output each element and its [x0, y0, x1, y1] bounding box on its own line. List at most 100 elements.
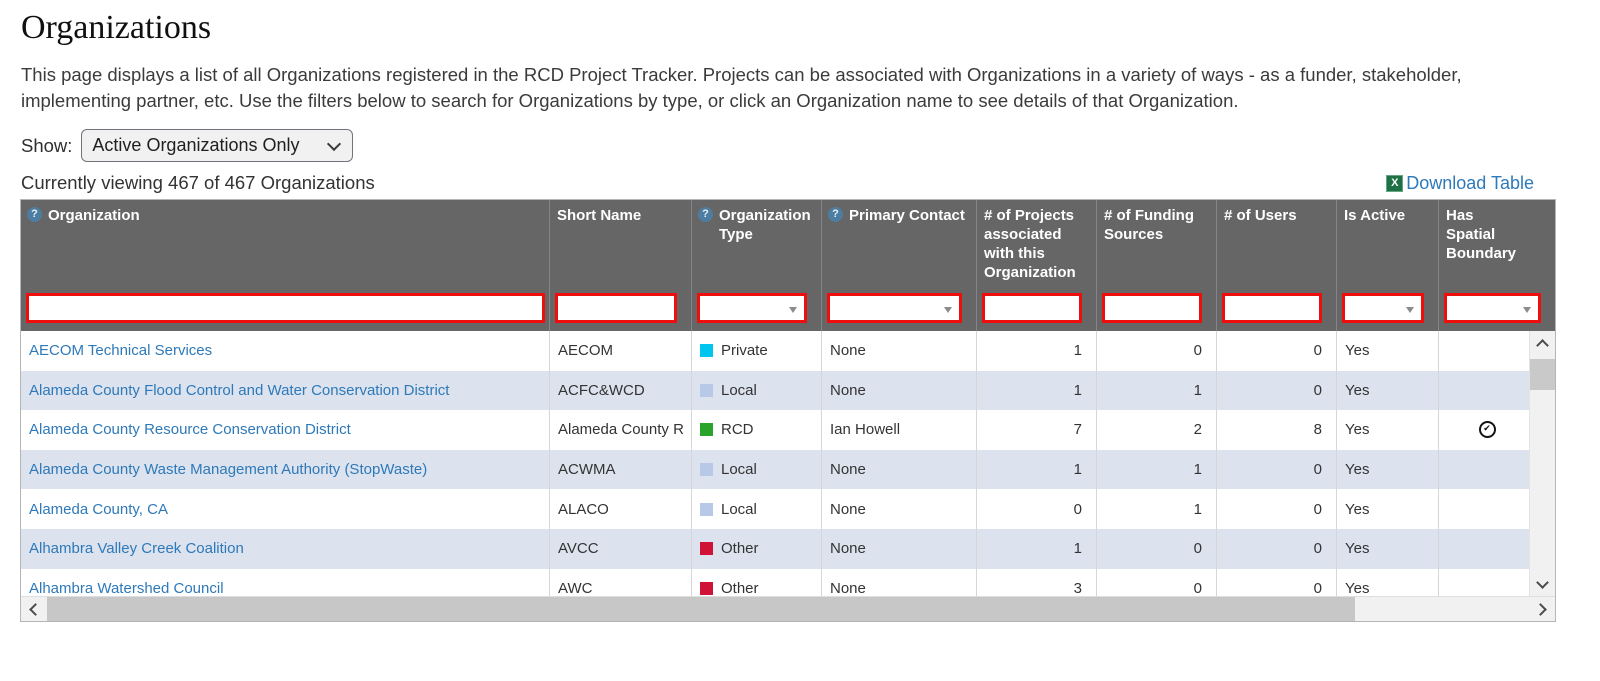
primary-contact-value: None: [830, 342, 866, 360]
organization-link[interactable]: Alhambra Valley Creek Coalition: [29, 540, 244, 558]
filter-input[interactable]: [1102, 293, 1202, 323]
show-filter-value: Active Organizations Only: [92, 135, 300, 155]
spatial-boundary-cell: [1438, 528, 1529, 569]
users-count-cell: 0: [1216, 489, 1336, 529]
organization-type-cell: Local: [691, 370, 821, 411]
column-header[interactable]: ? Primary Contact: [821, 200, 976, 285]
column-header[interactable]: Is Active: [1336, 200, 1438, 285]
show-filter-label: Show:: [21, 134, 73, 156]
is-active-cell: Yes: [1336, 489, 1438, 529]
vertical-scrollbar-thumb[interactable]: [1530, 359, 1555, 390]
scroll-left-button[interactable]: [21, 597, 47, 621]
primary-contact-value: Ian Howell: [830, 421, 901, 439]
organization-link[interactable]: Alhambra Watershed Council: [29, 579, 224, 596]
funding-sources-value: 1: [1193, 500, 1202, 518]
column-header[interactable]: ? Organization Type: [691, 200, 821, 285]
filter-input[interactable]: [1222, 293, 1322, 323]
is-active-value: Yes: [1345, 540, 1370, 558]
short-name-value: Alameda County R: [558, 421, 684, 439]
filter-select[interactable]: [827, 293, 962, 323]
organization-link[interactable]: AECOM Technical Services: [29, 342, 213, 360]
filter-input[interactable]: [555, 293, 677, 323]
primary-contact-cell: None: [821, 528, 976, 569]
status-text: Currently viewing 467 of 467 Organizatio…: [21, 172, 375, 193]
users-count-cell: 0: [1216, 528, 1336, 569]
short-name-cell: AVCC: [549, 528, 691, 569]
horizontal-scrollbar-thumb[interactable]: [47, 597, 1355, 621]
is-active-value: Yes: [1345, 461, 1370, 479]
filter-cell: [1336, 285, 1438, 331]
scroll-up-button[interactable]: [1530, 331, 1555, 355]
filter-select[interactable]: [1342, 293, 1424, 323]
scroll-down-button[interactable]: [1530, 572, 1555, 596]
funding-sources-value: 0: [1193, 342, 1202, 360]
short-name-cell: ACWMA: [549, 449, 691, 490]
short-name-cell: ACFC&WCD: [549, 370, 691, 411]
filter-select[interactable]: [697, 293, 807, 323]
short-name-value: AVCC: [558, 540, 599, 558]
users-count-value: 0: [1313, 579, 1322, 596]
type-color-square: [700, 344, 713, 358]
users-count-value: 0: [1313, 381, 1322, 399]
spatial-boundary-cell: [1438, 331, 1529, 371]
download-table-link[interactable]: X Download Table: [1386, 173, 1534, 194]
filter-input[interactable]: [982, 293, 1082, 323]
table-row: AECOM Technical Services AECOM Private N…: [21, 331, 1529, 371]
projects-count-cell: 1: [976, 528, 1096, 569]
help-icon[interactable]: ?: [27, 207, 42, 222]
spatial-boundary-cell: [1438, 489, 1529, 529]
filter-cell: [691, 285, 821, 331]
column-header[interactable]: Has Spatial Boundary: [1438, 200, 1555, 285]
users-count-value: 0: [1313, 461, 1322, 479]
help-icon[interactable]: ?: [698, 207, 713, 222]
organization-link[interactable]: Alameda County, CA: [29, 500, 168, 518]
is-active-cell: Yes: [1336, 370, 1438, 411]
spatial-boundary-check-icon: ✔: [1478, 421, 1496, 439]
is-active-cell: Yes: [1336, 410, 1438, 450]
column-header[interactable]: # of Funding Sources: [1096, 200, 1216, 285]
column-header[interactable]: # of Projects associated with this Organ…: [976, 200, 1096, 285]
projects-count-cell: 7: [976, 410, 1096, 450]
short-name-cell: Alameda County R: [549, 410, 691, 450]
type-label: Local: [721, 381, 757, 399]
help-icon[interactable]: ?: [828, 207, 843, 222]
organization-link[interactable]: Alameda County Resource Conservation Dis…: [29, 421, 351, 439]
type-label: RCD: [721, 421, 754, 439]
is-active-value: Yes: [1345, 579, 1370, 596]
type-color-square: [700, 383, 713, 397]
chevron-right-icon: [1534, 602, 1547, 616]
chevron-left-icon: [29, 602, 42, 616]
column-header[interactable]: Short Name: [549, 200, 691, 285]
organization-cell: Alameda County Resource Conservation Dis…: [21, 410, 549, 450]
filter-select[interactable]: [1444, 293, 1541, 323]
scroll-right-button[interactable]: [1529, 597, 1555, 621]
chevron-down-icon: [1536, 576, 1549, 589]
spatial-boundary-cell: [1438, 370, 1529, 411]
primary-contact-cell: None: [821, 370, 976, 411]
projects-count-cell: 1: [976, 331, 1096, 371]
filter-input[interactable]: [26, 293, 545, 323]
column-header[interactable]: ? Organization: [21, 200, 549, 285]
show-filter-select[interactable]: Active Organizations Only: [81, 129, 354, 162]
horizontal-scrollbar[interactable]: [21, 596, 1555, 621]
column-header[interactable]: # of Users: [1216, 200, 1336, 285]
page-title: Organizations: [21, 9, 212, 46]
header-row: ? Organization Short Name ? Organization…: [21, 200, 1555, 285]
users-count-value: 8: [1313, 421, 1322, 439]
primary-contact-cell: None: [821, 449, 976, 490]
projects-count-value: 3: [1073, 579, 1082, 596]
users-count-value: 0: [1313, 540, 1322, 558]
table-row: Alhambra Valley Creek Coalition AVCC Oth…: [21, 528, 1529, 569]
download-table-label: Download Table: [1406, 172, 1534, 193]
vertical-scrollbar[interactable]: [1529, 331, 1555, 596]
chevron-down-icon: [327, 136, 342, 152]
dropdown-arrow-icon: [1406, 307, 1414, 313]
type-color-square: [700, 581, 713, 595]
projects-count-value: 1: [1073, 381, 1082, 399]
primary-contact-value: None: [830, 381, 866, 399]
organization-link[interactable]: Alameda County Flood Control and Water C…: [29, 381, 450, 399]
short-name-cell: AWC: [549, 568, 691, 596]
organization-link[interactable]: Alameda County Waste Management Authorit…: [29, 461, 428, 479]
organization-type-cell: RCD: [691, 410, 821, 450]
